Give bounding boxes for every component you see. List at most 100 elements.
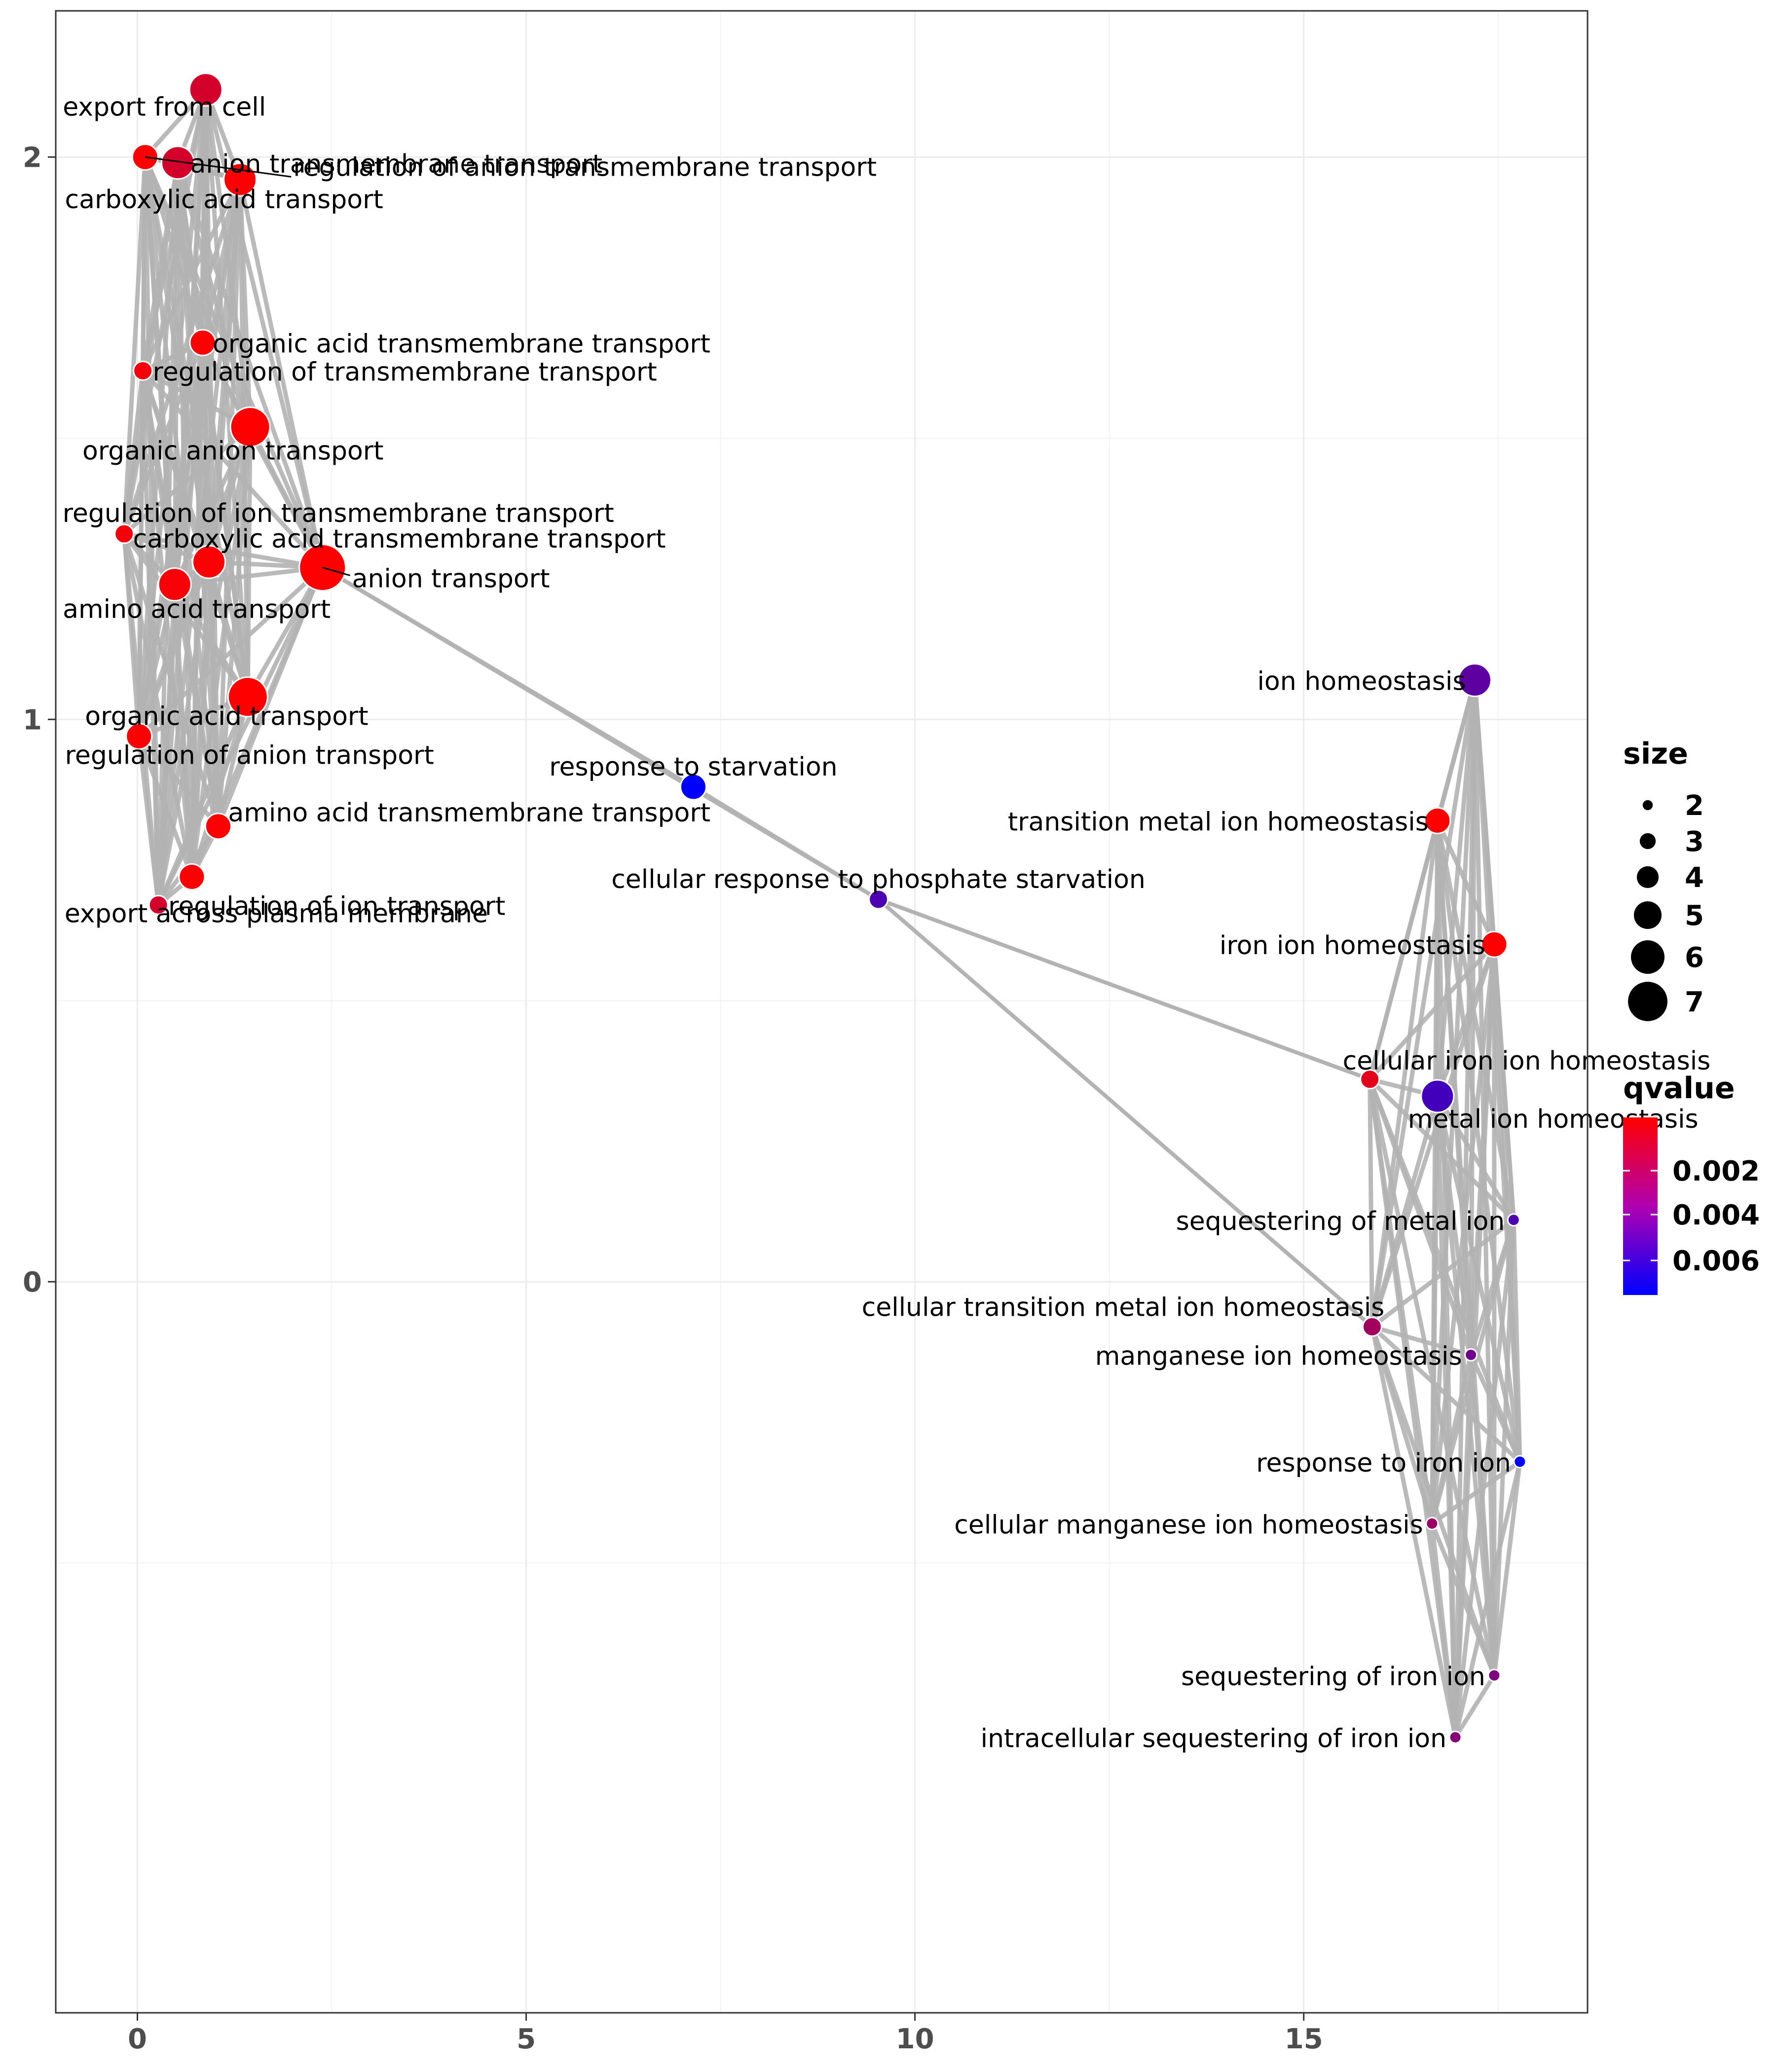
node-label: regulation of ion transmembrane transpor… [63, 499, 614, 528]
network-edge [1435, 820, 1516, 1221]
network-edge [173, 583, 250, 699]
label-leader-line [145, 156, 292, 178]
network-edge [878, 897, 1371, 1081]
node-label: organic acid transmembrane transport [213, 330, 710, 359]
node-label: regulation of anion transmembrane transp… [293, 152, 877, 182]
node-label: regulation of ion transport [168, 891, 505, 921]
node-label: cellular response to phosphate starvatio… [611, 865, 1146, 894]
plot-panel-border [55, 10, 1589, 2014]
legend-size-key [1628, 982, 1667, 1021]
network-edge [122, 157, 148, 534]
node-label: carboxylic acid transport [65, 185, 383, 215]
x-tick-label: 0 [128, 2023, 147, 2055]
node-organic-acid-transport [227, 676, 268, 718]
network-edge [176, 162, 325, 569]
legend: size 2 3 4 5 6 7 qvalue 0.002 0.004 0.006 [1623, 737, 1760, 1295]
label-leader-line [322, 567, 351, 576]
network-edge [238, 179, 325, 568]
node-label: intracellular sequestering of iron ion [981, 1724, 1446, 1753]
node-cellular-transition-metal-ion-homeostasis [1362, 1316, 1382, 1337]
node-layer [114, 73, 1527, 1744]
x-tick-label: 5 [517, 2023, 536, 2055]
legend-size-label: 5 [1685, 900, 1704, 932]
network-edge [1492, 1461, 1522, 1676]
network-edge [203, 89, 325, 568]
node-cellular-iron-ion-homeostasis [1360, 1069, 1380, 1090]
y-tick-label: 0 [23, 1266, 42, 1298]
node-label: sequestering of iron ion [1181, 1662, 1485, 1692]
network-edge [122, 425, 252, 536]
network-edge [1453, 1220, 1516, 1738]
network-edge [1430, 1523, 1458, 1738]
node-label: regulation of transmembrane transport [153, 358, 657, 387]
network-edge [141, 370, 161, 905]
network-edge [137, 735, 194, 878]
node-label: organic acid transport [85, 702, 368, 732]
x-tick-label: 15 [1285, 2023, 1323, 2055]
axis-layer: 0 5 10 15 0 1 2 [23, 142, 1323, 2055]
network-edge [1368, 1079, 1374, 1327]
network-edge [122, 533, 194, 878]
node-export-across-plasma-membrane [178, 863, 206, 890]
node-sequestering-of-metal-ion [1507, 1213, 1520, 1227]
network-edge [1369, 820, 1440, 1327]
network-edge [1453, 1461, 1522, 1738]
network-edge [1511, 1220, 1522, 1462]
network-edge [173, 426, 253, 586]
node-label: anion transmembrane transport [190, 149, 602, 179]
network-edge [1370, 1326, 1497, 1676]
legend-size-label: 3 [1685, 826, 1704, 858]
network-edge [1469, 1354, 1522, 1463]
network-edge [1430, 1522, 1497, 1676]
network-edge [1371, 1325, 1472, 1357]
network-edge [1368, 820, 1440, 1080]
node-label: carboxylic acid transmembrane transport [133, 524, 666, 554]
network-edge [216, 427, 253, 827]
network-edge [137, 561, 211, 738]
legend-size-label: 2 [1685, 790, 1704, 822]
node-label: amino acid transmembrane transport [228, 798, 710, 828]
node-cellular-manganese-ion-homeostasis [1425, 1517, 1439, 1530]
network-edge [1435, 819, 1496, 946]
legend-size-key [1642, 800, 1653, 811]
node-regulation-of-ion-transmembrane-transport [114, 523, 135, 544]
label-layer: export from cell regulation of anion tran… [63, 93, 1711, 1754]
network-edge [1453, 1355, 1474, 1738]
node-export-from-cell [188, 73, 223, 107]
network-edge [692, 785, 880, 901]
network-edge [248, 426, 325, 569]
edge-layer [122, 88, 1522, 1739]
node-label: transition metal ion homeostasis [1008, 807, 1429, 837]
legend-size-key [1631, 940, 1665, 974]
node-label: cellular transition metal ion homeostasi… [862, 1293, 1385, 1322]
x-tick-label: 10 [896, 2023, 934, 2055]
legend-size-key [1636, 866, 1659, 888]
network-edge [1370, 1218, 1515, 1329]
node-iron-ion-homeostasis [1480, 930, 1508, 958]
node-sequestering-of-iron-ion [1487, 1668, 1501, 1682]
node-label: manganese ion homeostasis [1095, 1341, 1462, 1371]
node-label: sequestering of metal ion [1176, 1207, 1505, 1236]
legend-size-key [1639, 833, 1656, 850]
node-regulation-of-transmembrane-transport [133, 361, 153, 381]
legend-qvalue-label: 0.004 [1672, 1199, 1760, 1231]
network-edge [172, 584, 194, 877]
node-metal-ion-homeostasis [1420, 1079, 1455, 1113]
network-edge [1370, 1095, 1440, 1328]
node-label: response to starvation [549, 752, 837, 782]
legend-colorbar [1623, 1117, 1658, 1295]
node-label: anion transport [352, 564, 550, 593]
node-label: ion homeostasis [1257, 666, 1466, 696]
network-edge [174, 565, 323, 587]
node-organic-acid-transmembrane-transport [189, 329, 217, 357]
node-label: amino acid transport [63, 595, 331, 625]
network-edge [1369, 1326, 1458, 1738]
node-regulation-of-ion-transport [148, 894, 169, 915]
node-label: organic anion transport [82, 437, 384, 466]
node-organic-anion-transport [229, 407, 271, 448]
legend-size-key [1633, 901, 1662, 929]
network-edge [156, 696, 250, 906]
legend-size-label: 7 [1685, 986, 1704, 1018]
y-tick-label: 2 [23, 142, 42, 174]
network-edge [1435, 1095, 1516, 1221]
